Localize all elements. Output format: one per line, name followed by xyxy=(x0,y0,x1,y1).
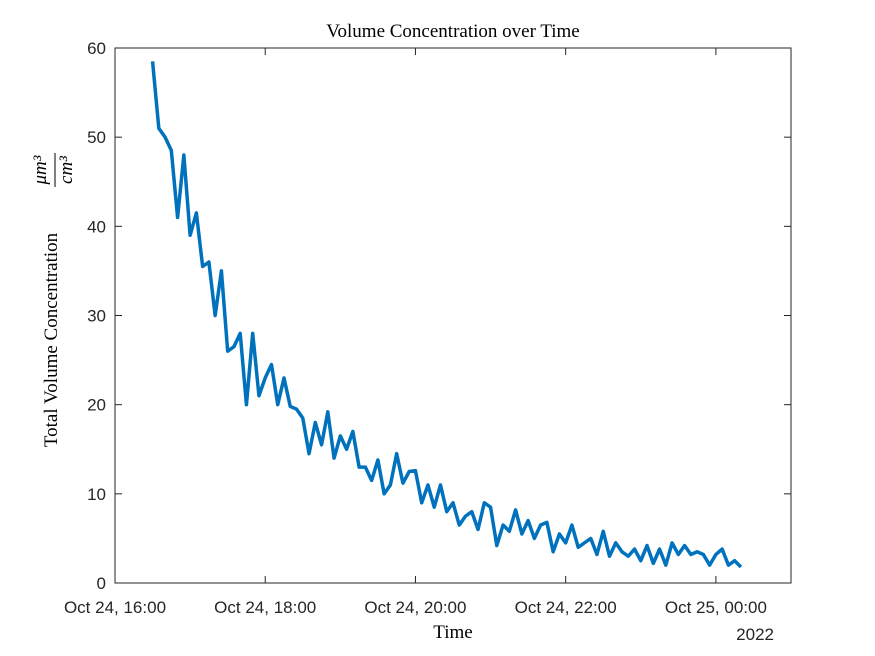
y-tick-label: 20 xyxy=(87,396,106,415)
x-tick-label: Oct 24, 16:00 xyxy=(64,598,166,617)
y-tick-label: 60 xyxy=(87,39,106,58)
y-tick-label: 40 xyxy=(87,217,106,236)
y-tick-label: 0 xyxy=(97,574,106,593)
x-secondary-label: 2022 xyxy=(736,625,774,644)
x-tick-label: Oct 25, 00:00 xyxy=(665,598,767,617)
y-tick-label: 30 xyxy=(87,307,106,326)
y-axis-label: Total Volume Concentration xyxy=(41,232,62,447)
y-unit-numerator: μm³ xyxy=(30,155,51,185)
x-tick-label: Oct 24, 22:00 xyxy=(515,598,617,617)
x-tick-label: Oct 24, 18:00 xyxy=(214,598,316,617)
chart-title: Volume Concentration over Time xyxy=(326,21,580,42)
y-tick-label: 10 xyxy=(87,485,106,504)
y-tick-label: 50 xyxy=(87,128,106,147)
data-line xyxy=(150,61,743,569)
y-unit-denominator: cm³ xyxy=(56,156,77,184)
x-axis-label: Time xyxy=(433,622,472,643)
x-tick-label: Oct 24, 20:00 xyxy=(364,598,466,617)
y-axis-label-group: Total Volume Concentration μm³ cm³ xyxy=(30,153,77,447)
